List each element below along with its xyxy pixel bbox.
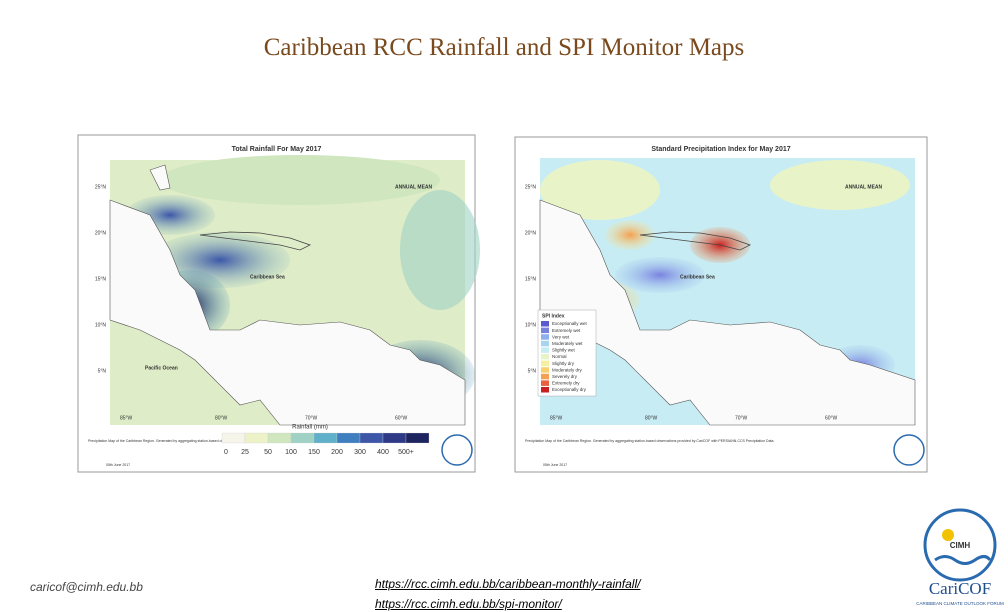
map-title: Standard Precipitation Index for May 201… — [651, 146, 790, 153]
map-stamp: ANNUAL MEAN — [845, 184, 883, 190]
legend-label: Extremely dry — [552, 381, 580, 386]
logo-brand: CariCOF — [929, 579, 991, 598]
email: caricof@cimh.edu.bb — [30, 580, 143, 594]
credit: Precipitation Map of the Caribbean Regio… — [525, 439, 774, 443]
legend-label: Normal — [552, 354, 567, 359]
legend-label: 0 — [224, 449, 228, 456]
legend-label: 100 — [285, 449, 297, 456]
legend-label: 50 — [264, 449, 272, 456]
lon-label: 60°W — [395, 415, 408, 421]
legend-swatch — [313, 432, 338, 444]
spi-area — [770, 160, 910, 210]
legend-label: 25 — [241, 449, 249, 456]
legend-label: Exceptionally wet — [552, 321, 588, 326]
lat-label: 25°N — [525, 184, 537, 190]
map-stamp: ANNUAL MEAN — [395, 184, 433, 190]
lon-label: 80°W — [215, 415, 228, 421]
legend-label: Slightly wet — [552, 348, 576, 353]
legend-swatch — [541, 360, 549, 367]
legend-label: 150 — [308, 449, 320, 456]
rain-area — [400, 190, 480, 310]
logo-ring — [923, 508, 997, 582]
legend-swatch — [541, 340, 549, 347]
legend-swatch — [405, 432, 430, 444]
lon-label: 70°W — [305, 415, 318, 421]
land — [149, 164, 171, 191]
legend-swatch — [336, 432, 361, 444]
legend-swatch — [541, 327, 549, 334]
lat-label: 5°N — [528, 368, 537, 374]
island — [639, 231, 752, 251]
lat-label: 15°N — [525, 276, 537, 282]
legend-label: Moderately wet — [552, 341, 583, 346]
legend-swatch — [267, 432, 292, 444]
logo-wave — [934, 555, 992, 565]
legend-swatch — [541, 367, 549, 373]
legend-label: Slightly dry — [552, 361, 575, 366]
legend-label: Exceptionally dry — [552, 387, 587, 392]
sea-label: Caribbean Sea — [250, 274, 285, 280]
map-date: 05th June 2017 — [106, 463, 130, 467]
legend-swatch — [541, 347, 549, 353]
legend-swatch — [244, 432, 269, 444]
legend-swatch — [541, 380, 549, 386]
lat-label: 25°N — [95, 184, 107, 190]
link[interactable]: https://rcc.cimh.edu.bb/caribbean-monthl… — [375, 577, 641, 591]
legend-title: Rainfall (mm) — [292, 425, 328, 431]
slide-title: Caribbean RCC Rainfall and SPI Monitor M… — [263, 34, 745, 61]
logo-sun — [942, 529, 954, 541]
lat-label: 20°N — [525, 230, 537, 236]
legend-label: 300 — [354, 449, 366, 456]
legend-swatch — [541, 387, 549, 393]
map-logo — [893, 434, 925, 466]
island — [199, 231, 312, 251]
legend-label: Severely dry — [552, 374, 578, 379]
credit: Precipitation Map of the Caribbean Regio… — [88, 439, 337, 443]
rain-area — [160, 155, 440, 205]
lat-label: 10°N — [95, 322, 107, 328]
legend-swatch — [541, 334, 549, 340]
legend-label: 200 — [331, 449, 343, 456]
legend-swatch — [359, 432, 384, 444]
legend-label: Extremely wet — [552, 328, 581, 333]
lon-label: 85°W — [550, 415, 563, 421]
lat-label: 10°N — [525, 322, 537, 328]
land — [109, 199, 466, 426]
legend-swatch — [221, 432, 246, 444]
lat-label: 20°N — [95, 230, 107, 236]
legend-swatch — [290, 432, 315, 444]
lon-label: 60°W — [825, 415, 838, 421]
legend-swatch — [382, 432, 407, 444]
legend-swatch — [541, 321, 549, 327]
logo-tagline: CARIBBEAN CLIMATE OUTLOOK FORUM — [916, 601, 1004, 606]
lon-label: 85°W — [120, 415, 133, 421]
legend-title: SPI Index — [542, 313, 565, 319]
land — [539, 199, 916, 426]
sea-label: Caribbean Sea — [680, 274, 715, 280]
legend-swatch — [541, 373, 549, 380]
map-title: Total Rainfall For May 2017 — [232, 146, 322, 153]
lat-label: 5°N — [98, 368, 107, 374]
legend-label: 400 — [377, 449, 389, 456]
map-date: 05th June 2017 — [543, 463, 567, 467]
legend-swatch — [541, 354, 549, 360]
legend-label: Very wet — [552, 334, 570, 339]
lat-label: 15°N — [95, 276, 107, 282]
legend-label: Moderately dry — [552, 367, 583, 372]
link[interactable]: https://rcc.cimh.edu.bb/spi-monitor/ — [375, 597, 562, 611]
map-logo — [441, 434, 473, 466]
lon-label: 80°W — [645, 415, 658, 421]
logo-name: CIMH — [950, 541, 971, 550]
lon-label: 70°W — [735, 415, 748, 421]
ocean-label: Pacific Ocean — [145, 365, 178, 371]
spi-area — [605, 220, 655, 250]
legend-label: 500+ — [398, 449, 414, 456]
spi-area — [540, 160, 660, 220]
spi-area — [615, 257, 705, 293]
